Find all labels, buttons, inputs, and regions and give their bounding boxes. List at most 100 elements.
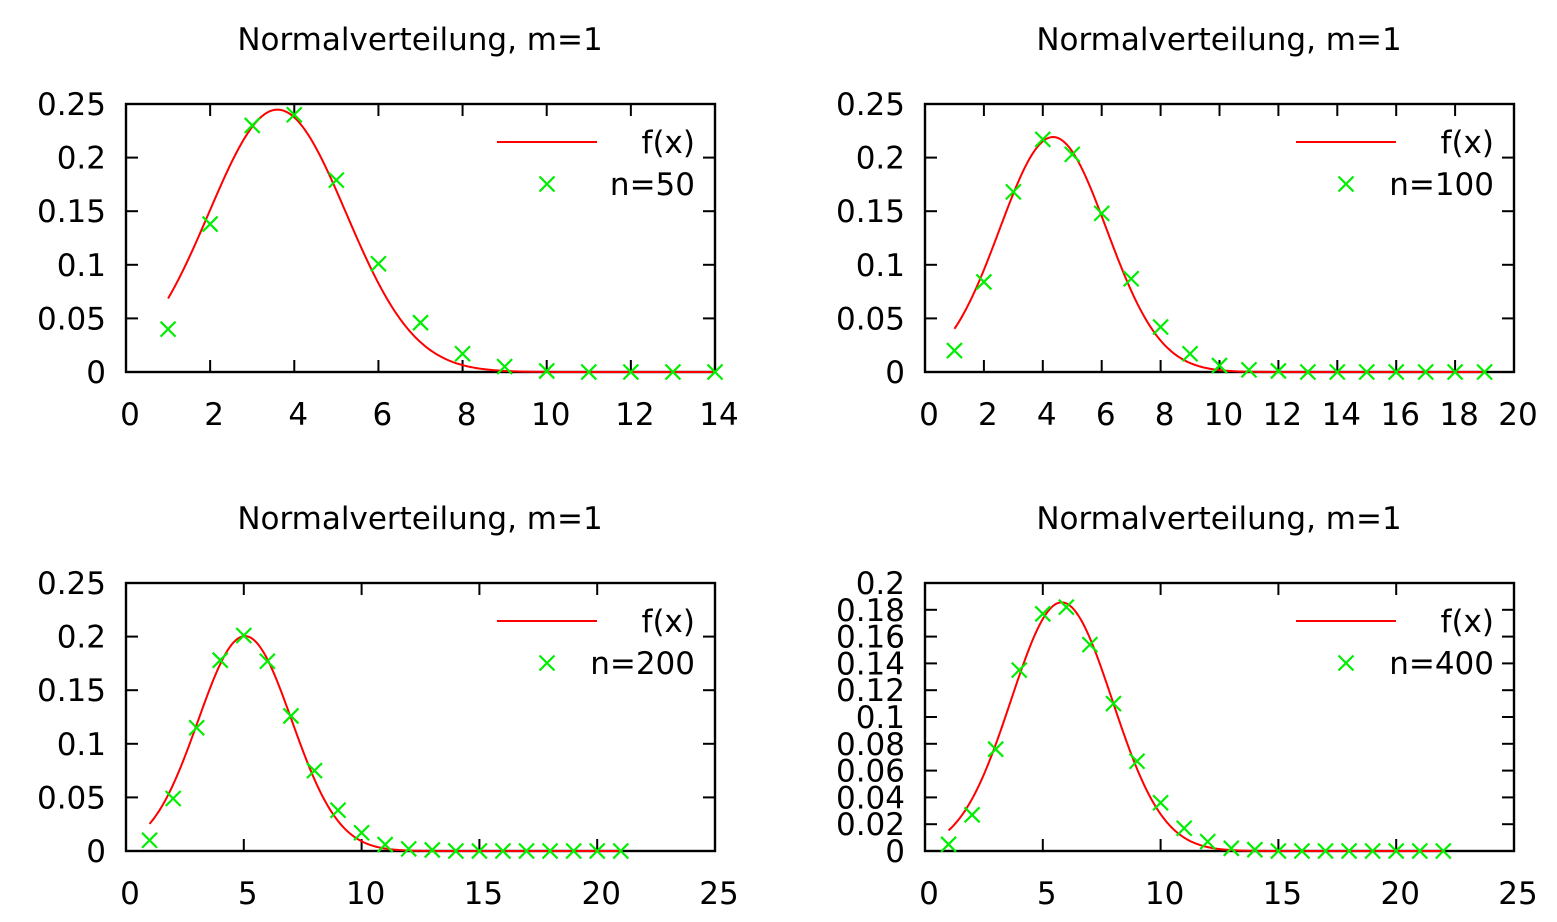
data-point xyxy=(1240,361,1258,379)
x-tick-label: 2 xyxy=(204,397,224,433)
x-tick-label: 14 xyxy=(1322,397,1361,433)
y-tick-label: 0 xyxy=(86,834,106,870)
data-point xyxy=(471,842,488,860)
data-point xyxy=(1364,842,1381,860)
data-point xyxy=(259,652,276,670)
chart-title: Normalverteilung, m=1 xyxy=(1036,501,1401,537)
x-tick-label: 10 xyxy=(531,397,570,433)
data-point xyxy=(1293,842,1311,860)
data-point xyxy=(1411,842,1429,860)
data-point xyxy=(1058,598,1075,616)
x-tick-label: 5 xyxy=(238,876,258,912)
data-point xyxy=(447,842,465,860)
data-point xyxy=(243,117,261,134)
data-point xyxy=(188,719,205,736)
chart-panel-2: Normalverteilung, m=1 0 0.05 0.1 0.15 0.2 0.25… xyxy=(836,22,1538,433)
data-point xyxy=(235,627,253,644)
data-point xyxy=(400,840,417,858)
x-tick-label: 0 xyxy=(919,876,939,912)
data-point xyxy=(1358,363,1376,381)
x-tick-label: 20 xyxy=(581,876,620,912)
y-tick-label: 0.2 xyxy=(57,620,106,656)
data-point xyxy=(1223,840,1240,857)
data-point xyxy=(282,707,300,725)
plot-frame xyxy=(923,581,1516,853)
chart-title: Normalverteilung, m=1 xyxy=(237,22,602,58)
data-point xyxy=(1181,345,1199,363)
x-tick-label: 12 xyxy=(615,397,654,433)
chart-panel-1: Normalverteilung, m=1 0 0.05 0.1 0.15 0.2 0.25… xyxy=(37,22,739,433)
data-point xyxy=(424,841,441,859)
x-tick-label: 25 xyxy=(699,876,738,912)
data-point xyxy=(1128,752,1146,770)
data-point xyxy=(946,342,963,359)
legend-swatch-points xyxy=(1337,175,1355,193)
data-point xyxy=(1081,636,1099,653)
data-point xyxy=(565,842,582,860)
data-point xyxy=(370,255,387,273)
y-tick-label: 0.1 xyxy=(856,248,905,284)
x-tick-label: 18 xyxy=(1439,397,1478,433)
y-tick-label: 0.1 xyxy=(57,248,106,284)
legend-label-fx: f(x) xyxy=(1441,604,1494,640)
chart-panel-3: Normalverteilung, m=1 0 0.05 0.1 0.15 0.2 0.25… xyxy=(37,501,739,912)
data-point xyxy=(1435,842,1452,860)
data-point xyxy=(963,806,981,824)
y-tick-label: 0.25 xyxy=(37,87,106,123)
data-point xyxy=(1270,362,1287,380)
x-tick-label: 14 xyxy=(699,397,738,433)
legend-swatch-points xyxy=(538,654,556,672)
data-point xyxy=(201,215,219,233)
y-tick-label: 0.2 xyxy=(57,141,106,177)
x-tick-label: 4 xyxy=(1037,397,1057,433)
y-tick-label: 0.02 xyxy=(836,807,905,843)
data-point xyxy=(1299,363,1317,381)
data-point xyxy=(541,842,559,860)
series-line-fx xyxy=(148,635,621,852)
legend-label-fx: f(x) xyxy=(1441,125,1494,161)
series-line-fx xyxy=(167,108,715,373)
y-tick-label: 0.1 xyxy=(856,700,905,736)
data-point xyxy=(538,362,555,380)
x-tick-label: 25 xyxy=(1498,876,1537,912)
y-tick-label: 0 xyxy=(885,834,905,870)
x-tick-label: 16 xyxy=(1380,397,1419,433)
legend-label-fx: f(x) xyxy=(642,604,695,640)
data-point xyxy=(940,836,957,853)
data-point xyxy=(1329,363,1346,381)
y-tick-label: 0.05 xyxy=(37,301,106,337)
y-tick-label: 0.25 xyxy=(836,87,905,123)
data-point xyxy=(1199,833,1216,850)
data-point xyxy=(1387,842,1405,860)
legend-swatch-points xyxy=(1337,654,1355,672)
data-point xyxy=(1010,661,1028,679)
x-tick-label: 0 xyxy=(120,876,140,912)
data-point xyxy=(1387,363,1405,381)
y-tick-label: 0.2 xyxy=(856,566,905,602)
x-tick-label: 2 xyxy=(978,397,998,433)
data-point xyxy=(1063,146,1081,163)
x-tick-label: 8 xyxy=(457,397,477,433)
data-point xyxy=(706,363,724,381)
y-tick-label: 0.08 xyxy=(836,727,905,763)
data-point xyxy=(496,358,513,375)
x-tick-label: 0 xyxy=(919,397,939,433)
series-line-fx xyxy=(947,601,1444,852)
data-point xyxy=(1093,205,1110,222)
x-tick-label: 15 xyxy=(464,876,503,912)
data-point xyxy=(1317,842,1334,860)
data-point xyxy=(329,801,347,819)
legend-label-points: n=200 xyxy=(590,646,695,682)
data-point xyxy=(1246,841,1264,858)
chart-panel-4: Normalverteilung, m=100.020.040.060.080.… xyxy=(836,501,1538,912)
x-tick-label: 6 xyxy=(373,397,393,433)
y-tick-label: 0.15 xyxy=(37,194,106,230)
data-point xyxy=(211,651,229,669)
y-tick-label: 0.12 xyxy=(836,673,905,709)
chart-title: Normalverteilung, m=1 xyxy=(237,501,602,537)
data-point xyxy=(494,842,512,860)
legend-label-points: n=50 xyxy=(610,167,695,203)
legend-label-points: n=100 xyxy=(1389,167,1494,203)
x-tick-label: 4 xyxy=(288,397,308,433)
y-tick-label: 0.2 xyxy=(856,141,905,177)
